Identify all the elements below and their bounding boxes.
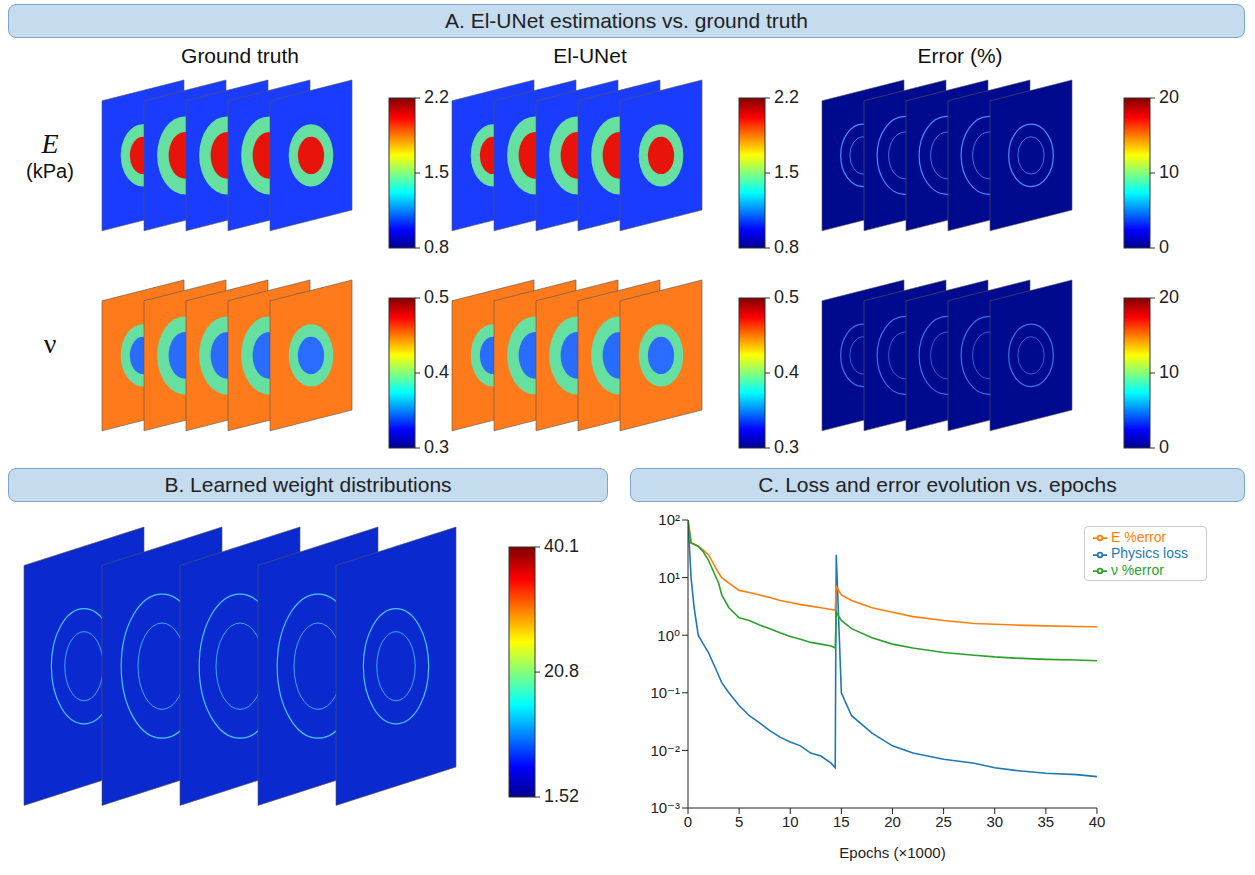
svg-text:10: 10 xyxy=(782,813,799,830)
svg-text:10⁻³: 10⁻³ xyxy=(650,799,680,816)
svg-text:0.8: 0.8 xyxy=(424,237,449,257)
svg-text:0.3: 0.3 xyxy=(774,437,799,457)
svg-text:10¹: 10¹ xyxy=(658,569,680,586)
svg-text:10: 10 xyxy=(1159,362,1179,382)
html-text:C. Loss and error evolution vs: C. Loss and error evolution vs. epochs xyxy=(758,473,1117,496)
svg-text:35: 35 xyxy=(1038,813,1055,830)
svg-text:30: 30 xyxy=(986,813,1003,830)
svg-text:20: 20 xyxy=(1159,287,1179,307)
html-text:Physics loss: Physics loss xyxy=(1111,545,1188,562)
svg-text:20: 20 xyxy=(1159,87,1179,107)
svg-text:5: 5 xyxy=(735,813,743,830)
html-text:Error (%): Error (%) xyxy=(917,44,1003,67)
svg-text:2.2: 2.2 xyxy=(774,87,799,107)
svg-text:0.4: 0.4 xyxy=(424,362,449,382)
html-text:ν: ν xyxy=(43,328,57,359)
svg-text:2.2: 2.2 xyxy=(424,87,449,107)
svg-text:10: 10 xyxy=(1159,162,1179,182)
svg-text:0.8: 0.8 xyxy=(774,237,799,257)
svg-text:10⁰: 10⁰ xyxy=(657,627,680,644)
html-text:E: E xyxy=(41,128,59,159)
html-text:B. Learned weight distribution: B. Learned weight distributions xyxy=(164,473,452,496)
html-text:El-UNet: El-UNet xyxy=(553,44,627,67)
svg-text:20.8: 20.8 xyxy=(544,661,579,681)
svg-text:40: 40 xyxy=(1089,813,1106,830)
svg-text:10²: 10² xyxy=(658,511,680,528)
html-text:E %error: E %error xyxy=(1111,529,1167,545)
html-text:A. El-UNet estimations vs. gro: A. El-UNet estimations vs. ground truth xyxy=(445,9,808,32)
svg-text:Epochs (×1000): Epochs (×1000) xyxy=(839,844,945,861)
html-text:Ground truth: Ground truth xyxy=(181,44,299,67)
svg-text:1.5: 1.5 xyxy=(774,162,799,182)
svg-text:10⁻¹: 10⁻¹ xyxy=(650,684,680,701)
svg-text:20: 20 xyxy=(884,813,901,830)
svg-text:15: 15 xyxy=(833,813,850,830)
svg-text:0: 0 xyxy=(684,813,692,830)
svg-text:1.5: 1.5 xyxy=(424,162,449,182)
html-text:ν %error: ν %error xyxy=(1111,561,1164,578)
svg-text:0: 0 xyxy=(1159,437,1169,457)
svg-text:0.5: 0.5 xyxy=(774,287,799,307)
svg-text:40.1: 40.1 xyxy=(544,536,579,556)
svg-text:1.52: 1.52 xyxy=(544,786,579,806)
svg-text:0.3: 0.3 xyxy=(424,437,449,457)
svg-text:0: 0 xyxy=(1159,237,1169,257)
svg-text:0.5: 0.5 xyxy=(424,287,449,307)
svg-text:0.4: 0.4 xyxy=(774,362,799,382)
svg-text:10⁻²: 10⁻² xyxy=(650,742,680,759)
html-text:(kPa): (kPa) xyxy=(26,160,74,182)
svg-text:25: 25 xyxy=(935,813,952,830)
